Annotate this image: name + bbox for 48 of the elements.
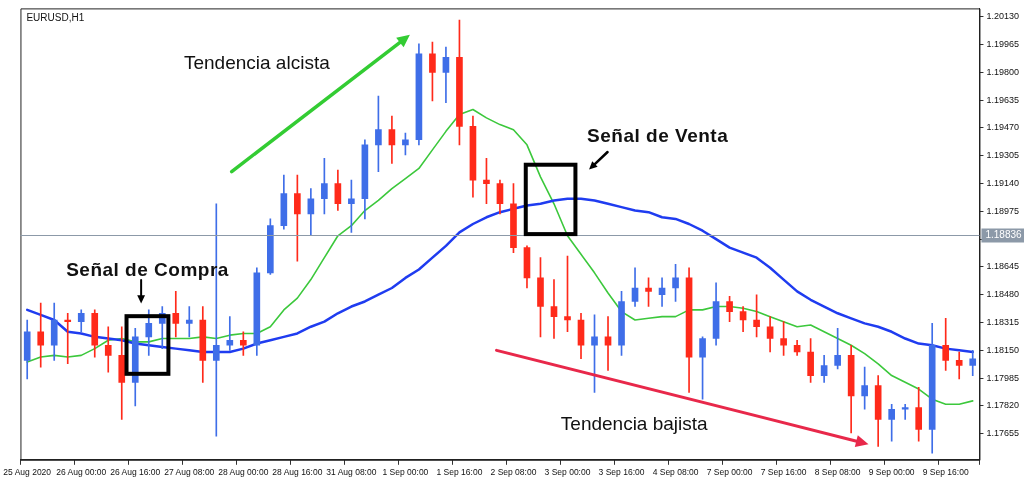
x-tick-label: 1 Sep 16:00 [436, 467, 483, 478]
ref-line-label: 1.18836 [985, 229, 1023, 241]
x-tick-label: 31 Aug 08:00 [326, 467, 377, 478]
y-tick-label: 1.18315 [986, 317, 1020, 328]
candlestick [226, 316, 234, 351]
y-tick-label: 1.18645 [986, 261, 1020, 272]
x-tick-label: 8 Sep 08:00 [814, 467, 861, 478]
x-tick-label: 25 Aug 2020 [3, 467, 52, 478]
y-tick-label: 1.18480 [986, 289, 1020, 300]
candlestick [901, 403, 909, 420]
y-tick-label: 1.17985 [986, 372, 1020, 383]
annotation: Señal de Venta [587, 124, 729, 146]
x-tick-label: 4 Sep 08:00 [652, 467, 699, 478]
x-tick-label: 9 Sep 00:00 [868, 467, 915, 478]
chart-title: EURUSD,H1 [26, 12, 85, 24]
x-tick-label: 1 Sep 00:00 [382, 467, 429, 478]
x-tick-label: 9 Sep 16:00 [922, 467, 969, 478]
y-tick-label: 1.19635 [986, 94, 1020, 105]
y-tick-label: 1.19140 [986, 178, 1020, 189]
x-tick-label: 7 Sep 16:00 [760, 467, 807, 478]
candlestick [172, 291, 180, 338]
x-tick-label: 26 Aug 16:00 [110, 467, 161, 478]
x-tick-label: 26 Aug 00:00 [56, 467, 107, 478]
x-tick-label: 27 Aug 08:00 [164, 467, 215, 478]
x-tick-label: 3 Sep 00:00 [544, 467, 591, 478]
x-tick-label: 3 Sep 16:00 [598, 467, 645, 478]
x-tick-label: 28 Aug 16:00 [272, 467, 323, 478]
candlestick [185, 306, 193, 338]
annotation: Tendencia bajista [560, 412, 708, 434]
y-tick-label: 1.19470 [986, 122, 1020, 133]
annotation: Tendencia alcista [183, 52, 330, 74]
candlestick [550, 279, 558, 339]
y-tick-label: 1.18150 [986, 344, 1020, 355]
y-tick-label: 1.18975 [986, 205, 1020, 216]
candlestick [104, 326, 112, 373]
x-tick-label: 28 Aug 00:00 [218, 467, 269, 478]
candlestick [239, 331, 247, 356]
y-tick-label: 1.19965 [986, 39, 1020, 50]
candlestick [604, 316, 612, 371]
y-tick-label: 1.17820 [986, 400, 1020, 411]
y-tick-label: 1.19800 [986, 66, 1020, 77]
y-tick-label: 1.17655 [986, 428, 1020, 439]
x-tick-label: 7 Sep 00:00 [706, 467, 753, 478]
y-tick-label: 1.19305 [986, 150, 1020, 161]
candlestick [955, 351, 963, 380]
y-tick-label: 1.20130 [986, 11, 1020, 22]
candlestick [37, 302, 45, 368]
x-tick-label: 2 Sep 08:00 [490, 467, 537, 478]
